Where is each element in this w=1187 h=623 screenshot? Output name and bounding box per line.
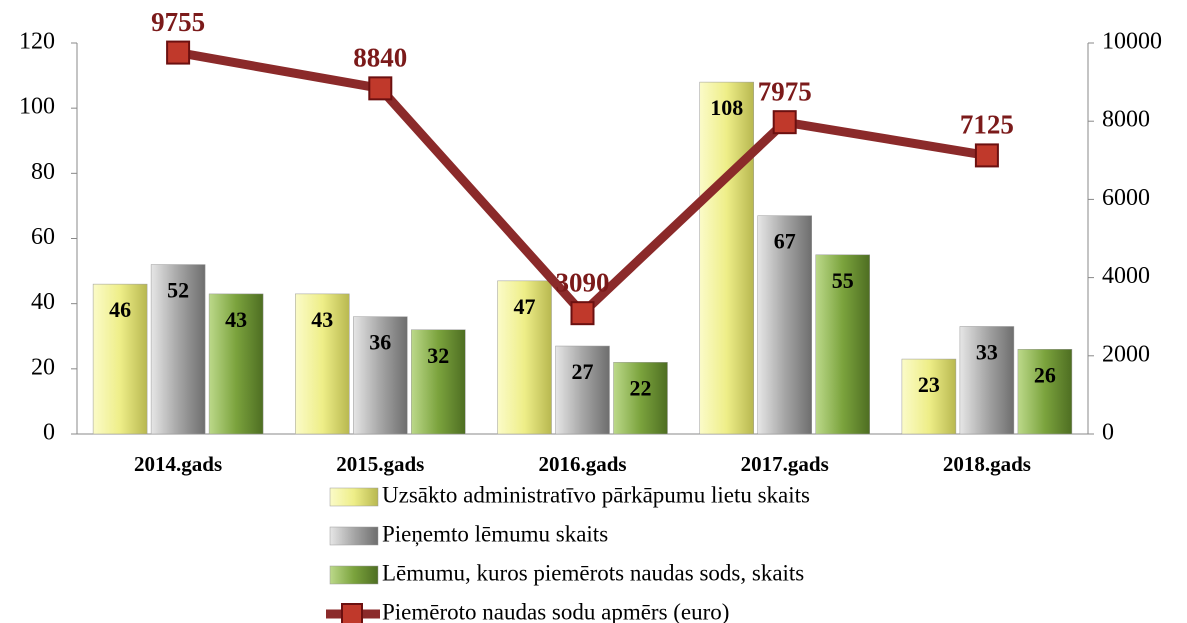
y-tick-label: 100 bbox=[19, 94, 55, 120]
bar-label: 108 bbox=[710, 95, 743, 120]
y-tick-label: 120 bbox=[19, 29, 55, 55]
x-tick-label: 2016.gads bbox=[538, 452, 626, 476]
line-label: 3090 bbox=[556, 267, 610, 297]
x-tick-label: 2015.gads bbox=[336, 452, 424, 476]
bar-label: 33 bbox=[976, 340, 998, 365]
x-tick-label: 2014.gads bbox=[134, 452, 222, 476]
x-tick-label: 2018.gads bbox=[943, 452, 1031, 476]
bar bbox=[1017, 349, 1073, 435]
bar bbox=[699, 81, 754, 435]
bar-label: 67 bbox=[774, 229, 796, 254]
legend-label: Lēmumu, kuros piemērots naudas sods, ska… bbox=[382, 560, 804, 585]
legend-label: Pieņemto lēmumu skaits bbox=[382, 521, 608, 547]
bar-label: 22 bbox=[630, 375, 652, 400]
bar-label: 26 bbox=[1034, 362, 1056, 387]
bar-label: 52 bbox=[167, 278, 189, 303]
legend-swatch bbox=[329, 565, 379, 585]
bar bbox=[757, 215, 812, 435]
y2-tick-label: 2000 bbox=[1102, 341, 1150, 367]
y-tick-label: 80 bbox=[31, 159, 55, 185]
bar bbox=[208, 293, 264, 435]
line-label: 9755 bbox=[151, 7, 205, 37]
bar bbox=[959, 326, 1015, 435]
bar-label: 43 bbox=[311, 307, 333, 332]
y-tick-label: 20 bbox=[31, 354, 55, 380]
bar bbox=[497, 280, 552, 435]
marker bbox=[974, 143, 999, 168]
legend-swatch bbox=[329, 487, 379, 507]
y2-tick-label: 10000 bbox=[1102, 29, 1162, 55]
bar bbox=[613, 362, 668, 435]
y2-tick-label: 6000 bbox=[1102, 185, 1150, 211]
bar-label: 46 bbox=[109, 297, 131, 322]
marker bbox=[570, 301, 595, 326]
legend-label: Uzsākto administratīvo pārkāpumu lietu s… bbox=[382, 482, 810, 507]
bar bbox=[353, 316, 408, 435]
y-tick-label: 60 bbox=[31, 224, 55, 250]
bar bbox=[555, 345, 610, 435]
bar-label: 32 bbox=[427, 343, 449, 368]
bar bbox=[295, 293, 350, 435]
y-tick-label: 0 bbox=[43, 420, 55, 446]
legend-swatch bbox=[329, 526, 379, 546]
bar bbox=[815, 254, 870, 435]
line-label: 7125 bbox=[960, 110, 1014, 140]
marker bbox=[368, 76, 393, 101]
bar bbox=[901, 358, 957, 435]
marker bbox=[772, 110, 797, 135]
bar-label: 36 bbox=[369, 330, 391, 355]
y-tick-label: 40 bbox=[31, 289, 55, 315]
bar-label: 43 bbox=[225, 307, 247, 332]
bar-label: 27 bbox=[572, 359, 594, 384]
legend-marker bbox=[341, 603, 363, 623]
bar-label: 55 bbox=[832, 268, 854, 293]
legend-label: Piemēroto naudas sodu apmērs (euro) bbox=[382, 599, 729, 623]
x-tick-label: 2017.gads bbox=[741, 452, 829, 476]
line-label: 7975 bbox=[758, 76, 812, 106]
y2-tick-label: 4000 bbox=[1102, 263, 1150, 289]
bar bbox=[150, 264, 206, 435]
line-label: 8840 bbox=[353, 43, 407, 73]
bar-label: 47 bbox=[514, 294, 536, 319]
bar bbox=[92, 283, 148, 435]
y2-tick-label: 0 bbox=[1102, 420, 1114, 446]
bar bbox=[411, 329, 466, 435]
bar-label: 23 bbox=[918, 372, 940, 397]
y2-tick-label: 8000 bbox=[1102, 107, 1150, 133]
marker bbox=[166, 40, 191, 65]
